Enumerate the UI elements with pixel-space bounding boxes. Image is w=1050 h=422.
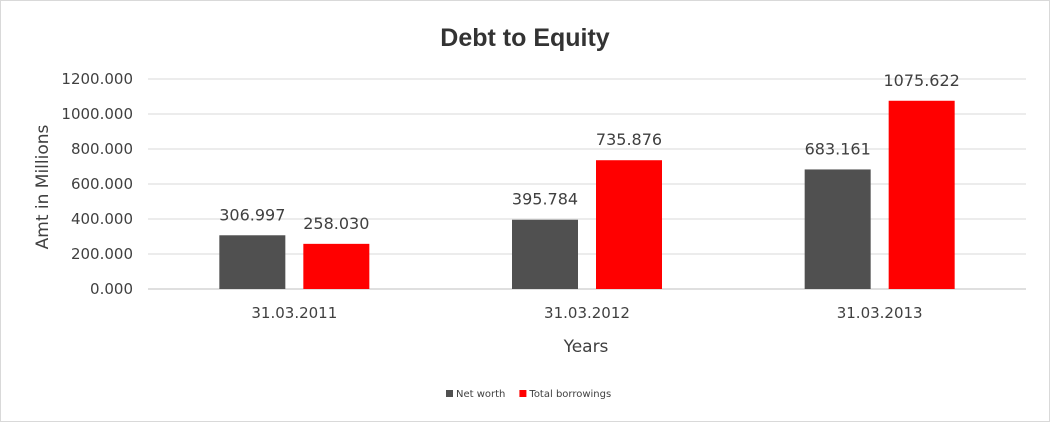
y-tick-label: 400.000 [71, 210, 133, 228]
data-label: 1075.622 [883, 71, 959, 90]
bar-net-worth [219, 235, 286, 289]
legend-swatch [519, 390, 527, 397]
y-axis-ticks: 0.000 200.000 400.000 600.000 800.000 1000.00… [61, 70, 133, 298]
y-tick-label: 0.000 [90, 280, 133, 298]
data-label: 683.161 [805, 139, 871, 158]
data-label: 258.030 [303, 214, 369, 233]
legend: Net worth Total borrowings [446, 389, 611, 400]
bar-total-borrowings [596, 160, 662, 289]
data-labels: 306.997 258.030 395.784 735.876 683.161 1075.… [219, 71, 960, 233]
bars [219, 100, 955, 290]
x-tick-label: 31.03.2012 [544, 304, 630, 322]
y-tick-label: 1000.000 [61, 105, 133, 123]
legend-swatch [446, 390, 453, 397]
bar-total-borrowings [303, 243, 370, 289]
y-tick-label: 600.000 [71, 175, 133, 193]
y-tick-label: 200.000 [71, 245, 133, 263]
bar-net-worth [512, 219, 578, 289]
data-label: 735.876 [596, 130, 662, 149]
y-tick-label: 800.000 [71, 140, 133, 158]
bar-net-worth [804, 169, 871, 289]
y-axis-title: Amt in Millions [33, 124, 53, 249]
gridlines [148, 78, 1026, 290]
x-axis-title: Years [563, 337, 609, 357]
data-label: 395.784 [512, 190, 578, 209]
x-tick-label: 31.03.2011 [251, 304, 337, 322]
chart-title: Debt to Equity [440, 24, 610, 52]
x-axis-ticks: 31.03.2011 31.03.2012 31.03.2013 [251, 304, 922, 322]
y-tick-label: 1200.000 [61, 70, 133, 88]
legend-label: Net worth [456, 389, 505, 400]
legend-label: Total borrowings [528, 389, 611, 400]
x-tick-label: 31.03.2013 [837, 304, 923, 322]
bar-total-borrowings [888, 100, 955, 290]
data-label: 306.997 [219, 205, 285, 224]
